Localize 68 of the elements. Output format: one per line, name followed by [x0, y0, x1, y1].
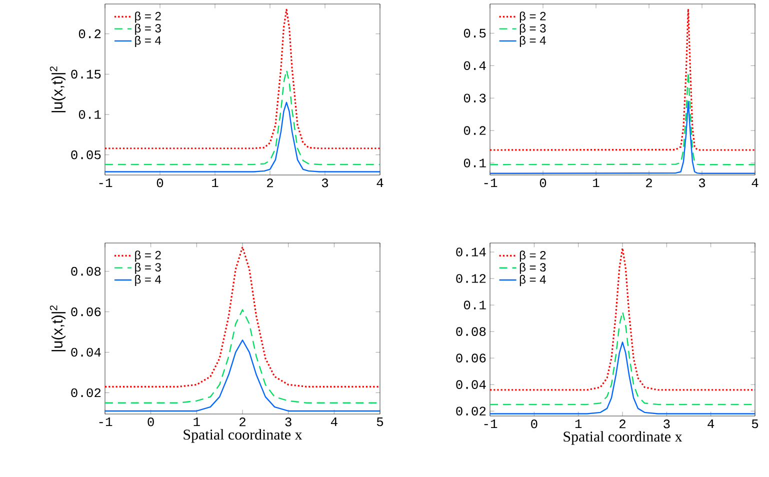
y-tick-label: 0.04	[71, 348, 101, 357]
x-tick-label: 0	[531, 420, 538, 428]
y-tick-label: 0.15	[71, 70, 101, 79]
line-series	[490, 342, 756, 414]
y-axis-title: |u(x,t)|$^{2}$	[50, 66, 66, 112]
y-tick-label: 0.04	[456, 380, 486, 389]
legend-label: β = 2	[135, 250, 161, 262]
y-tick-label: 0.06	[456, 354, 486, 362]
legend-label: β = 2	[520, 250, 546, 262]
x-tick-label: 2	[620, 420, 626, 428]
legend-label: β = 3	[135, 262, 161, 274]
y-tick-label: 0.05	[71, 150, 101, 160]
y-tick-label: 0.12	[456, 274, 486, 283]
x-tick-label: 3	[322, 178, 328, 188]
x-tick-label: 0	[148, 418, 154, 426]
x-tick-label: 5	[376, 418, 384, 426]
y-tick-label: 0.14	[456, 248, 486, 256]
y-tick-label: 0.1	[464, 158, 486, 168]
x-tick-label: 3	[285, 418, 292, 426]
y-tick-label: 0.02	[456, 406, 486, 416]
legend-label: β = 4	[520, 274, 546, 286]
legend-label: β = 2	[520, 12, 546, 23]
x-tick-label: 5	[752, 420, 758, 428]
legend-label: β = 3	[520, 262, 546, 274]
x-tick-label: -1	[484, 178, 498, 188]
x-tick-label: 1	[575, 420, 582, 428]
y-axis-title: |u(x,t)|$^{2}$	[50, 305, 66, 352]
y-tick-label: 0.1	[78, 110, 101, 119]
y-tick-label: 0.3	[464, 94, 486, 102]
line-series	[105, 70, 380, 166]
y-tick-label: 0.08	[71, 266, 101, 276]
x-tick-label: 2	[646, 178, 652, 188]
y-tick-label: 0.5	[464, 28, 486, 38]
line-series	[105, 246, 380, 388]
legend-label: β = 4	[135, 274, 162, 286]
legend-label: β = 4	[135, 36, 162, 48]
y-tick-label: 0.06	[71, 307, 101, 316]
x-tick-label: -1	[484, 420, 498, 428]
legend-label: β = 3	[135, 24, 161, 35]
x-tick-label: 4	[708, 420, 714, 428]
x-tick-label: 1	[593, 178, 600, 188]
line-series	[105, 8, 380, 150]
x-tick-label: 0	[540, 178, 546, 188]
x-tick-label: -1	[99, 178, 112, 188]
x-axis-title: Spatial coordinate x	[184, 429, 302, 443]
x-tick-label: 1	[194, 418, 200, 426]
y-tick-label: 0.02	[71, 388, 101, 398]
x-tick-label: 4	[376, 178, 384, 188]
line-series	[490, 247, 756, 391]
y-tick-label: 0.2	[464, 126, 486, 135]
x-tick-label: -1	[99, 418, 112, 426]
y-tick-label: 0.08	[456, 327, 486, 336]
x-tick-label: 3	[698, 178, 706, 188]
x-tick-label: 1	[212, 178, 218, 188]
x-tick-label: 3	[664, 420, 670, 428]
x-tick-label: 2	[240, 418, 246, 426]
y-tick-label: 0.2	[78, 29, 101, 38]
legend-label: β = 4	[520, 36, 546, 48]
legend-label: β = 2	[135, 12, 161, 23]
x-tick-label: 4	[752, 178, 758, 188]
legend-label: β = 3	[520, 24, 546, 35]
y-tick-label: 0.4	[464, 61, 486, 70]
x-tick-label: 2	[267, 178, 273, 188]
x-tick-label: 0	[156, 178, 164, 188]
x-tick-label: 4	[330, 418, 338, 426]
line-series	[105, 102, 380, 172]
x-axis-title: Spatial coordinate x	[564, 431, 682, 445]
y-tick-label: 0.1	[464, 300, 486, 310]
